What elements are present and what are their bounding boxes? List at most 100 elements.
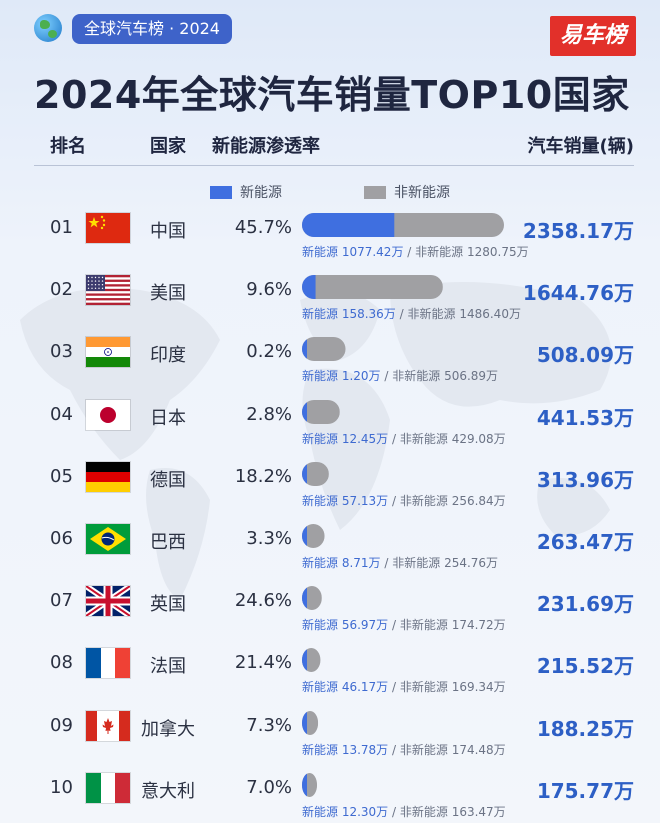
rank-number: 08 xyxy=(50,652,73,674)
breakdown-separator: / xyxy=(384,369,389,384)
rank-number: 02 xyxy=(50,279,73,301)
ice-breakdown: 非新能源 256.84万 xyxy=(399,493,506,508)
breakdown-separator: / xyxy=(392,618,397,633)
country-name: 中国 xyxy=(150,221,186,242)
total-sales: 215.52万 xyxy=(536,654,634,679)
nev-breakdown: 新能源 12.30万 xyxy=(302,804,389,819)
ice-breakdown: 非新能源 1280.75万 xyxy=(415,245,529,259)
ice-breakdown: 非新能源 174.72万 xyxy=(399,618,506,633)
table-row: 06 巴西 3.3% 263.47万 新能源 8.71万 / 非新能源 254.76万 xyxy=(0,524,660,590)
france-flag xyxy=(86,648,130,679)
stacked-bar xyxy=(302,648,321,673)
penetration-rate: 21.4% xyxy=(234,652,292,674)
ice-breakdown: 非新能源 163.47万 xyxy=(399,804,506,819)
penetration-rate: 18.2% xyxy=(234,465,292,487)
rank-number: 03 xyxy=(50,341,73,363)
penetration-rate: 7.0% xyxy=(246,776,292,798)
legend-ice: 非新能源 xyxy=(364,182,450,202)
total-sales: 188.25万 xyxy=(536,716,634,741)
canada-flag xyxy=(86,710,130,741)
nev-breakdown: 新能源 1.20万 xyxy=(302,369,381,384)
penetration-rate: 0.2% xyxy=(246,341,292,363)
rank-number: 07 xyxy=(50,590,73,612)
total-sales: 175.77万 xyxy=(536,778,634,803)
penetration-rate: 9.6% xyxy=(246,279,292,301)
nev-breakdown: 新能源 56.97万 xyxy=(302,618,389,633)
bar-ice-segment xyxy=(302,337,346,362)
bar-ice-segment xyxy=(302,399,340,424)
bar-nev-segment xyxy=(302,337,307,362)
breakdown-text: 新能源 56.97万 / 非新能源 174.72万 xyxy=(302,616,506,633)
ice-breakdown: 非新能源 169.34万 xyxy=(399,680,506,695)
breakdown-separator: / xyxy=(392,493,397,508)
stacked-bar xyxy=(302,586,322,611)
column-header-penetration: 新能源渗透率 xyxy=(212,136,320,157)
stacked-bar xyxy=(302,461,329,486)
header-divider xyxy=(34,165,634,166)
stacked-bar xyxy=(302,399,340,424)
total-sales: 231.69万 xyxy=(536,592,634,617)
bar-nev-segment xyxy=(302,648,307,673)
country-name: 美国 xyxy=(150,283,186,305)
globe-icon xyxy=(34,14,62,42)
nev-breakdown: 新能源 12.45万 xyxy=(302,431,389,446)
legend-nev-swatch xyxy=(210,186,232,199)
country-name: 法国 xyxy=(150,656,186,678)
total-sales: 263.47万 xyxy=(536,530,634,554)
stacked-bar xyxy=(302,710,319,735)
stacked-bar xyxy=(302,275,443,300)
india-flag xyxy=(86,337,130,368)
breakdown-text: 新能源 46.17万 / 非新能源 169.34万 xyxy=(302,678,506,695)
page-title: 2024年全球汽车销量TOP10国家 xyxy=(34,73,630,117)
country-name: 德国 xyxy=(150,469,186,491)
breakdown-separator: / xyxy=(392,742,397,757)
usa-flag xyxy=(86,275,130,306)
penetration-rate: 45.7% xyxy=(234,217,292,238)
total-sales: 1644.76万 xyxy=(522,281,634,306)
table-row: 01 中国 45.7% 2358.17万 新能源 1077.42万 / 非新能源 128… xyxy=(0,213,660,279)
table-row: 07 英国 24.6% 231.69万 新能源 56.97万 / 非新能源 174.72… xyxy=(0,586,660,652)
bar-nev-segment xyxy=(302,710,307,735)
column-header-country: 国家 xyxy=(150,136,186,157)
ice-breakdown: 非新能源 506.89万 xyxy=(392,369,499,384)
country-name: 加拿大 xyxy=(141,718,195,740)
breakdown-separator: / xyxy=(392,804,397,819)
rank-number: 06 xyxy=(50,528,73,549)
column-header-sales: 汽车销量(辆) xyxy=(527,136,634,157)
nev-breakdown: 新能源 1077.42万 xyxy=(302,245,404,259)
category-tag: 全球汽车榜 · 2024 xyxy=(72,14,232,44)
breakdown-text: 新能源 57.13万 / 非新能源 256.84万 xyxy=(302,492,506,509)
table-row: 09 加拿大 7.3% 188.25万 新能源 13.78万 / 非新能源 174.48… xyxy=(0,710,660,777)
breakdown-text: 新能源 12.45万 / 非新能源 429.08万 xyxy=(302,430,506,447)
breakdown-text: 新能源 13.78万 / 非新能源 174.48万 xyxy=(302,741,506,758)
country-name: 日本 xyxy=(150,407,186,429)
brazil-flag xyxy=(86,524,130,554)
ice-breakdown: 非新能源 1486.40万 xyxy=(407,307,521,322)
bar-nev-segment xyxy=(302,772,307,797)
breakdown-text: 新能源 158.36万 / 非新能源 1486.40万 xyxy=(302,305,521,322)
legend-ice-swatch xyxy=(364,186,386,199)
nev-breakdown: 新能源 46.17万 xyxy=(302,680,389,695)
penetration-rate: 24.6% xyxy=(234,590,292,612)
country-name: 印度 xyxy=(150,345,186,367)
yiche-logo: 易车榜 xyxy=(550,16,636,56)
nev-breakdown: 新能源 158.36万 xyxy=(302,307,396,322)
breakdown-separator: / xyxy=(384,556,389,570)
rank-number: 05 xyxy=(50,465,73,487)
rank-number: 10 xyxy=(50,776,73,798)
table-row: 04 日本 2.8% 441.53万 新能源 12.45万 / 非新能源 429.08万 xyxy=(0,399,660,466)
table-row: 03 印度 0.2% 508.09万 新能源 1.20万 / 非新能源 506.89万 xyxy=(0,337,660,403)
nev-breakdown: 新能源 8.71万 xyxy=(302,556,381,570)
breakdown-text: 新能源 1077.42万 / 非新能源 1280.75万 xyxy=(302,243,529,260)
breakdown-separator: / xyxy=(407,245,412,259)
ice-breakdown: 非新能源 254.76万 xyxy=(392,556,499,570)
stacked-bar xyxy=(302,337,346,362)
uk-flag xyxy=(86,586,130,617)
country-name: 巴西 xyxy=(150,532,186,553)
germany-flag xyxy=(86,461,130,492)
ice-breakdown: 非新能源 429.08万 xyxy=(399,431,506,446)
penetration-rate: 7.3% xyxy=(246,714,292,736)
bar-ice-segment xyxy=(302,275,443,300)
column-header-rank: 排名 xyxy=(50,136,86,157)
table-row: 05 德国 18.2% 313.96万 新能源 57.13万 / 非新能源 256.84… xyxy=(0,461,660,528)
